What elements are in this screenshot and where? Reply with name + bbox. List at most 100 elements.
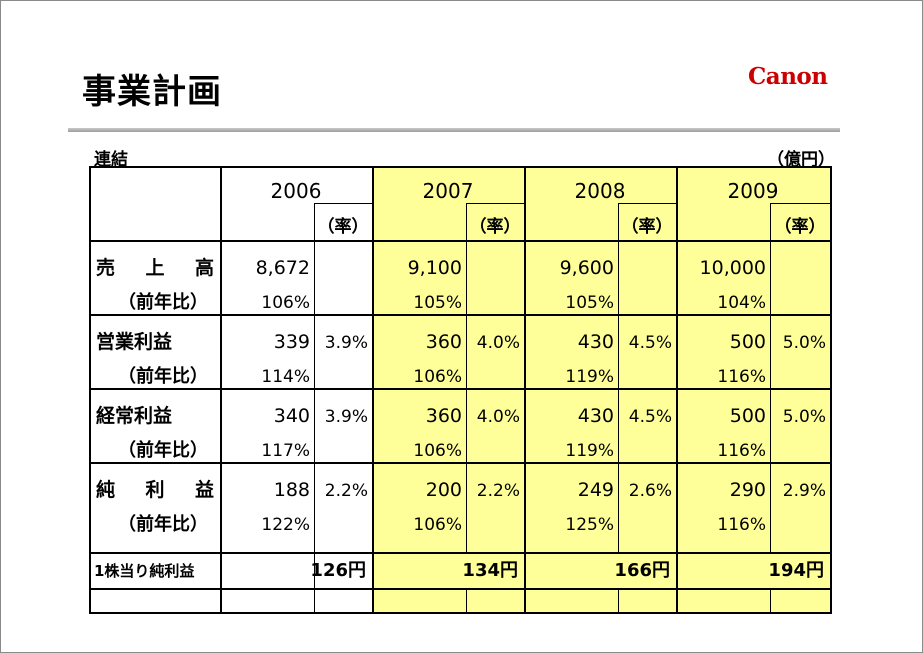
- row-sub-label: （前年比）: [118, 440, 208, 461]
- row-yoy: 106%: [261, 293, 310, 313]
- row-sub-label: （前年比）: [118, 366, 208, 387]
- row-divider: [89, 314, 832, 316]
- eps-year-border: [372, 552, 374, 590]
- eps-highlight: [372, 552, 524, 588]
- year-border: [524, 166, 526, 614]
- row-yoy: 117%: [261, 441, 310, 461]
- row-yoy: 116%: [717, 515, 766, 535]
- row-yoy: 106%: [413, 441, 462, 461]
- row-value: 430: [577, 405, 614, 427]
- row-yoy: 122%: [261, 515, 310, 535]
- row-ratio: 2.2%: [476, 481, 520, 501]
- year-header: 2008: [574, 179, 626, 203]
- row-ratio: 4.5%: [628, 407, 672, 427]
- eps-year-border: [524, 552, 526, 590]
- eps-value: 194円: [768, 560, 824, 581]
- row-label: 売上高: [96, 257, 214, 279]
- row-sub-label: （前年比）: [118, 292, 208, 313]
- row-yoy: 104%: [717, 293, 766, 313]
- row-ratio: 4.0%: [476, 333, 520, 353]
- row-value: 500: [729, 331, 766, 353]
- row-yoy: 105%: [565, 293, 614, 313]
- row-label-char: 純: [96, 479, 116, 501]
- ratio-header: （率）: [774, 217, 826, 237]
- row-value: 249: [577, 479, 614, 501]
- row-yoy: 116%: [717, 441, 766, 461]
- canon-logo: Canon: [748, 63, 828, 90]
- row-divider: [89, 388, 832, 390]
- ratio-column-border: [314, 203, 315, 612]
- row-value: 188: [273, 479, 310, 501]
- row-value: 200: [425, 479, 462, 501]
- table-border-bottom: [89, 612, 832, 614]
- table-caption-unit: （億円）: [767, 150, 835, 170]
- row-ratio: 2.2%: [324, 481, 368, 501]
- ratio-column-border: [770, 203, 771, 612]
- row-ratio: 4.5%: [628, 333, 672, 353]
- table-caption-consolidated: 連結: [94, 150, 128, 170]
- row-yoy: 114%: [261, 367, 310, 387]
- eps-value: 134円: [462, 560, 518, 581]
- row-ratio: 5.0%: [782, 407, 826, 427]
- row-divider: [89, 462, 832, 464]
- eps-border-left: [89, 552, 91, 590]
- eps-year-border: [676, 552, 678, 590]
- year-header: 2009: [727, 179, 779, 203]
- row-ratio: 3.9%: [324, 333, 368, 353]
- year-border: [372, 166, 374, 614]
- row-value: 290: [729, 479, 766, 501]
- label-column-border: [220, 166, 222, 614]
- header-border: [89, 240, 832, 242]
- row-yoy: 106%: [413, 515, 462, 535]
- eps-label: 1株当り純利益: [94, 562, 195, 580]
- row-sub-label: （前年比）: [118, 514, 208, 535]
- row-value: 430: [577, 331, 614, 353]
- row-label-char: 売: [96, 257, 116, 279]
- row-value: 9,600: [559, 257, 614, 279]
- eps-value: 126円: [310, 560, 366, 581]
- row-value: 10,000: [699, 257, 766, 279]
- eps-border-bottom: [89, 588, 832, 590]
- ratio-header: （率）: [469, 217, 521, 237]
- year-header: 2006: [270, 179, 322, 203]
- ratio-column-border: [618, 203, 619, 612]
- row-value: 9,100: [407, 257, 462, 279]
- eps-label-border: [220, 552, 222, 590]
- ratio-header-line: [770, 203, 830, 204]
- row-value: 360: [425, 405, 462, 427]
- row-value: 8,672: [255, 257, 310, 279]
- eps-year-border: [830, 552, 832, 590]
- row-ratio: 3.9%: [324, 407, 368, 427]
- row-value: 360: [425, 331, 462, 353]
- ratio-header-line: [618, 203, 676, 204]
- row-ratio: 5.0%: [782, 333, 826, 353]
- row-yoy: 119%: [565, 367, 614, 387]
- ratio-header-line: [466, 203, 524, 204]
- eps-value: 166円: [614, 560, 670, 581]
- eps-highlight: [524, 552, 676, 588]
- row-yoy: 116%: [717, 367, 766, 387]
- row-label: 営業利益: [96, 331, 173, 353]
- row-label: 純利益: [96, 479, 214, 501]
- table-border-top: [89, 166, 832, 168]
- eps-border-top: [89, 552, 832, 554]
- ratio-column-border: [466, 203, 467, 612]
- row-yoy: 125%: [565, 515, 614, 535]
- row-label-char: 上: [145, 257, 165, 279]
- ratio-header: （率）: [317, 217, 369, 237]
- row-value: 500: [729, 405, 766, 427]
- eps-highlight: [676, 552, 830, 588]
- year-border: [676, 166, 678, 614]
- table-border-left: [89, 166, 91, 614]
- row-label-char: 益: [194, 479, 214, 501]
- page-title: 事業計画: [82, 72, 222, 112]
- row-yoy: 119%: [565, 441, 614, 461]
- row-value: 339: [273, 331, 310, 353]
- row-ratio: 4.0%: [476, 407, 520, 427]
- ratio-header: （率）: [621, 217, 673, 237]
- row-ratio: 2.6%: [628, 481, 672, 501]
- row-ratio: 2.9%: [782, 481, 826, 501]
- row-label: 経常利益: [96, 405, 173, 427]
- row-label-char: 利: [145, 479, 165, 501]
- title-divider: [68, 128, 840, 132]
